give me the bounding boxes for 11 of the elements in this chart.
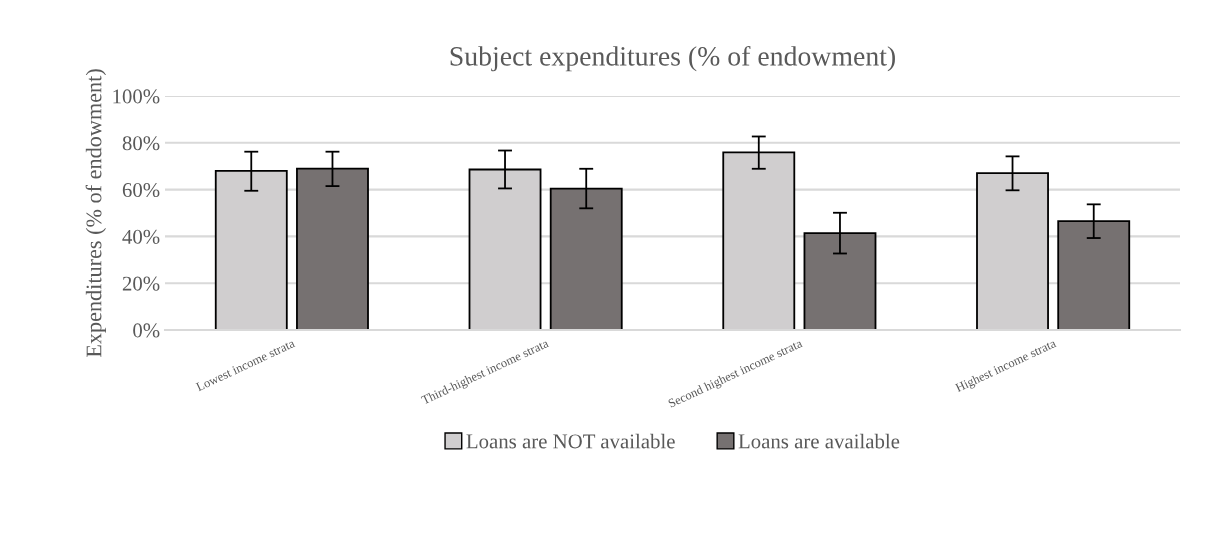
- y-tick-label: 60%: [122, 182, 160, 198]
- y-tick-label: 100%: [113, 89, 160, 104]
- legend-label: Loans are available: [738, 433, 900, 449]
- y-tick-label: 20%: [122, 276, 160, 291]
- y-axis-title: Expenditures (% of endowment): [85, 69, 106, 358]
- legend-label: Loans are NOT available: [466, 433, 675, 449]
- y-tick-label: 80%: [122, 136, 160, 151]
- chart-title: Subject expenditures (% of endowment): [450, 45, 895, 72]
- x-tick-label: Lowest income strata: [195, 338, 296, 392]
- y-tick-label: 0%: [133, 323, 160, 338]
- y-tick-label: 40%: [122, 229, 160, 244]
